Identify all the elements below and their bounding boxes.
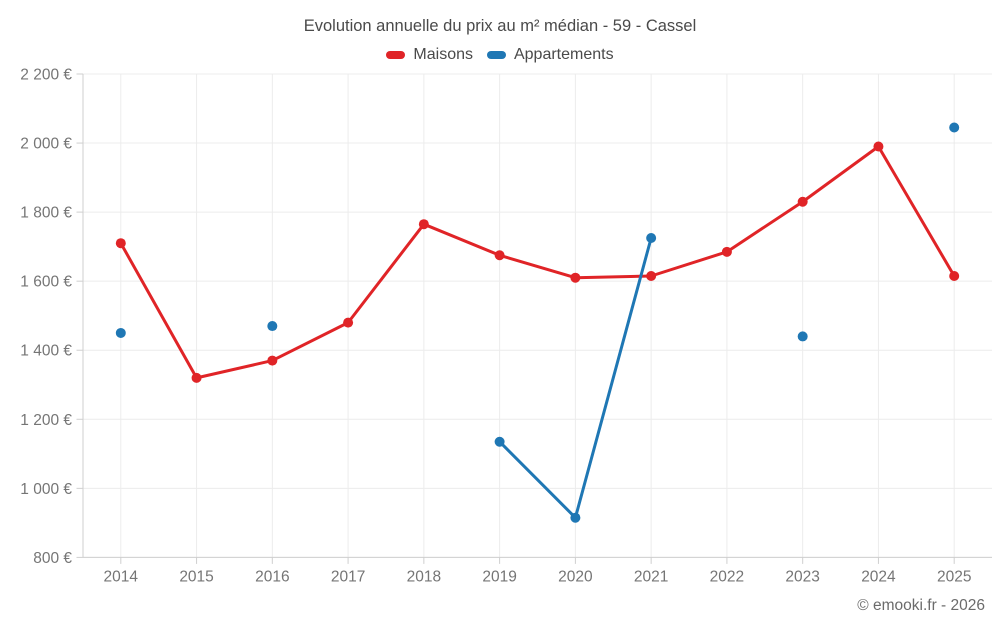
y-tick-label: 1 000 €: [20, 481, 72, 498]
x-tick-label: 2014: [104, 568, 139, 585]
data-point-maisons-2017[interactable]: [343, 317, 354, 328]
y-tick-label: 1 800 €: [20, 205, 72, 222]
x-tick-label: 2018: [407, 568, 441, 585]
data-point-appartements-2025[interactable]: [949, 122, 960, 133]
y-tick-label: 1 200 €: [20, 412, 72, 429]
legend-label-appartements: Appartements: [513, 46, 614, 63]
data-point-maisons-2019[interactable]: [494, 250, 505, 261]
copyright-watermark: © emooki.fr - 2026: [857, 597, 985, 614]
legend-label-maisons: Maisons: [413, 46, 473, 63]
y-tick-label: 2 200 €: [20, 67, 72, 84]
data-point-maisons-2015[interactable]: [191, 372, 202, 383]
data-point-maisons-2016[interactable]: [267, 355, 278, 366]
x-tick-label: 2021: [634, 568, 668, 585]
y-tick-label: 1 600 €: [20, 274, 72, 291]
data-point-appartements-2021[interactable]: [646, 233, 657, 244]
x-tick-label: 2016: [255, 568, 289, 585]
data-point-appartements-2023[interactable]: [797, 331, 808, 342]
data-point-maisons-2020[interactable]: [570, 272, 581, 283]
data-point-maisons-2014[interactable]: [115, 238, 126, 249]
data-point-appartements-2014[interactable]: [115, 327, 126, 338]
data-point-appartements-2020[interactable]: [570, 512, 581, 523]
data-point-appartements-2019[interactable]: [494, 436, 505, 447]
legend-item-maisons[interactable]: Maisons: [386, 46, 473, 64]
legend-item-appartements[interactable]: Appartements: [486, 46, 614, 64]
x-tick-label: 2023: [785, 568, 819, 585]
legend-swatch-appartements-icon: [486, 51, 506, 59]
x-tick-label: 2025: [937, 568, 971, 585]
data-point-maisons-2022[interactable]: [721, 246, 732, 257]
x-tick-label: 2022: [710, 568, 744, 585]
x-tick-label: 2020: [558, 568, 593, 585]
legend-swatch-maisons-icon: [386, 51, 406, 59]
x-tick-label: 2019: [482, 568, 516, 585]
x-tick-label: 2024: [861, 568, 896, 585]
data-point-maisons-2024[interactable]: [873, 141, 884, 152]
data-point-appartements-2016[interactable]: [267, 321, 278, 332]
data-point-maisons-2025[interactable]: [949, 270, 960, 281]
chart-legend: Maisons Appartements: [0, 46, 1000, 64]
x-tick-label: 2015: [179, 568, 213, 585]
data-point-maisons-2021[interactable]: [646, 270, 657, 281]
x-tick-label: 2017: [331, 568, 365, 585]
y-tick-label: 2 000 €: [20, 136, 72, 153]
y-tick-label: 1 400 €: [20, 343, 72, 360]
series-line-maisons: [119, 145, 956, 380]
data-point-maisons-2018[interactable]: [418, 219, 429, 230]
y-tick-label: 800 €: [33, 550, 72, 567]
data-point-maisons-2023[interactable]: [797, 196, 808, 207]
chart-title: Evolution annuelle du prix au m² médian …: [303, 17, 697, 35]
